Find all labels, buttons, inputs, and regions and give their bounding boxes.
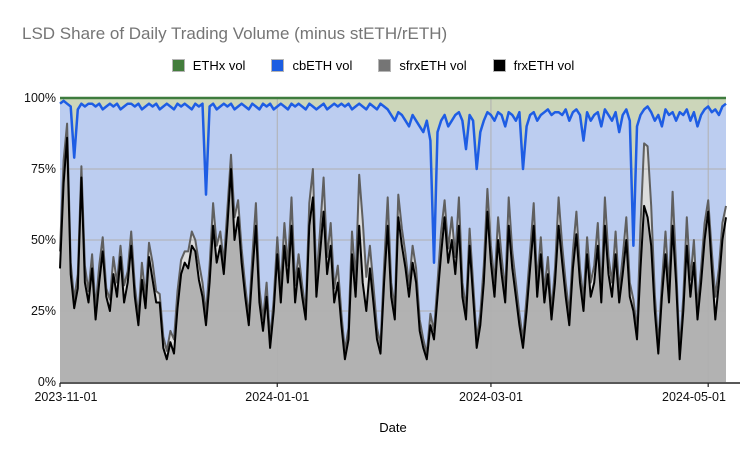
y-tick-50: 50% (30, 233, 56, 247)
legend-item-sfrxeth: sfrxETH vol (378, 58, 467, 73)
x-tick-2023-11-01: 2023-11-01 (34, 390, 98, 404)
legend-item-frxeth: frxETH vol (492, 58, 575, 73)
x-tick-2024-01-01: 2024-01-01 (245, 390, 310, 404)
y-tick-75: 75% (30, 162, 56, 176)
sfrxeth-swatch-icon (378, 59, 392, 72)
chart-title: LSD Share of Daily Trading Volume (minus… (22, 24, 448, 43)
line-cbeth (59, 99, 727, 264)
legend-item-ethx: ETHx vol (171, 58, 246, 73)
line-frxeth (59, 136, 727, 361)
frxeth-swatch-icon (492, 59, 506, 72)
ethx-swatch-icon (171, 59, 185, 72)
legend-label-sfrxeth: sfrxETH vol (399, 58, 467, 73)
x-tick-2024-05-01: 2024-05-01 (662, 390, 726, 404)
line-sfrxeth (59, 122, 727, 355)
y-tick-25: 25% (30, 304, 56, 318)
area-cbeth (60, 100, 726, 354)
y-tick-100: 100% (24, 91, 56, 105)
legend-label-frxeth: frxETH vol (513, 58, 575, 73)
y-tick-0: 0% (37, 375, 56, 389)
area-frxeth (60, 137, 726, 382)
cbeth-swatch-icon (271, 59, 285, 72)
x-axis-title: Date (379, 420, 407, 435)
legend-label-ethx: ETHx vol (192, 58, 246, 73)
x-tick-2024-03-01: 2024-03-01 (458, 390, 523, 404)
legend-item-cbeth: cbETH vol (271, 58, 352, 73)
legend-label-cbeth: cbETH vol (292, 58, 353, 73)
chart-legend: ETHx vol cbETH vol sfrxETH vol frxETH vo… (0, 58, 746, 73)
